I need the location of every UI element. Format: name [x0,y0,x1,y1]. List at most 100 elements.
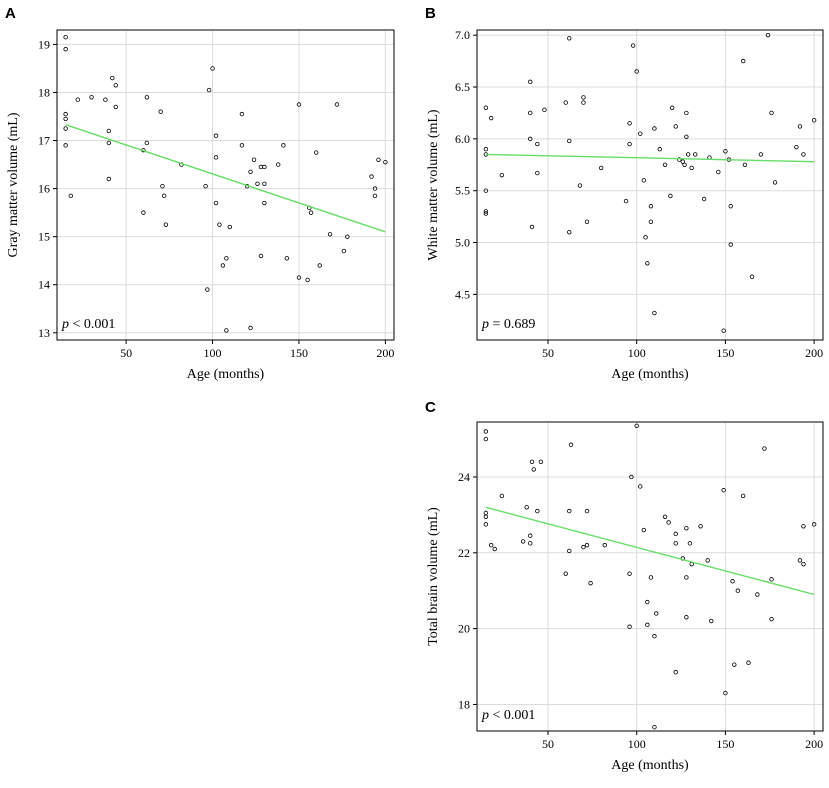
data-point [627,571,632,576]
data-point [684,110,689,116]
data-point [483,522,489,527]
data-point [698,524,703,529]
data-point [735,588,741,593]
data-point [567,229,572,235]
data-point [687,541,693,546]
data-point [106,128,112,134]
x-tick-label: 100 [204,346,222,360]
data-point [248,325,253,331]
data-point [327,232,333,237]
panel-a: A 50 100 150 200 13 14 15 16 17 18 19 Age (months) Gr… [5,5,395,382]
data-point [668,193,673,199]
data-point [372,193,378,199]
data-point [638,484,643,489]
data-point [721,488,726,493]
data-point [224,256,229,261]
y-tick-label: 19 [38,37,50,51]
data-point [528,136,533,142]
panel-b: B 50 100 150 200 4.5 5.0 5.5 6.0 6.5 7.0 Age (month… [425,5,824,382]
x-tick-label: 150 [290,346,308,360]
data-point [524,505,529,510]
data-point [163,222,169,227]
data-point [483,514,489,519]
data-point [89,95,94,100]
data-point [693,152,698,157]
x-tick-label: 100 [628,346,646,360]
data-point [372,186,378,191]
data-point [730,579,735,584]
data-point [529,224,535,230]
data-point [630,43,636,48]
data-point [623,198,629,204]
x-axis-title: Age (months) [611,758,689,773]
data-point [680,159,686,164]
y-tick-label: 14 [38,278,50,292]
y-tick-label: 5.5 [455,184,470,198]
x-tick-label: 200 [376,346,394,360]
data-point [308,210,314,215]
data-point [345,234,350,239]
data-point [669,105,675,110]
data-point [769,110,774,116]
data-point [662,514,668,519]
data-point [638,131,643,136]
y-tick-label: 24 [458,470,470,484]
data-point [281,143,286,148]
data-point [520,539,526,544]
x-tick-label: 100 [628,737,646,751]
data-point [251,157,257,162]
data-point [567,508,572,514]
data-point [296,275,302,280]
data-point [709,618,714,624]
data-point [769,577,774,582]
data-point [483,510,489,516]
data-point [728,242,733,247]
data-point [535,141,540,147]
x-tick-label: 150 [716,346,734,360]
data-point [794,144,799,150]
data-point [732,662,737,667]
y-tick-label: 6.0 [455,132,470,146]
data-point [762,446,767,451]
y-tick-label: 6.5 [455,80,470,94]
data-point [227,224,233,230]
data-point [334,102,340,107]
data-point [63,126,68,131]
data-point [262,200,267,206]
data-point [701,196,707,202]
data-point [765,32,771,38]
data-point [772,180,778,185]
data-point [210,66,215,71]
data-point [567,138,572,144]
data-point [627,121,632,126]
p-value-label: p = 0.689 [481,317,535,332]
p-value-label: p < 0.001 [481,708,535,723]
data-point [648,219,654,225]
data-point [369,174,374,179]
data-point [652,126,657,131]
data-point [483,436,489,442]
y-tick-label: 13 [38,326,50,340]
data-point [581,100,586,105]
data-point [213,155,219,160]
data-point [205,287,210,292]
plot-frame [476,29,824,341]
data-point [531,467,536,472]
data-point [239,111,245,117]
data-point [652,634,657,639]
data-point [483,211,489,216]
data-point [144,95,150,100]
data-point [599,165,604,171]
data-point [220,263,226,268]
data-point [746,660,751,665]
y-axis-title: Gray matter volume (mL) [6,112,21,257]
data-point [483,188,489,193]
data-point [682,162,687,167]
data-point [528,79,533,85]
data-point [705,558,710,563]
data-point [641,178,646,183]
x-tick-label: 50 [542,737,554,751]
data-point [538,459,544,465]
data-point [689,165,694,171]
